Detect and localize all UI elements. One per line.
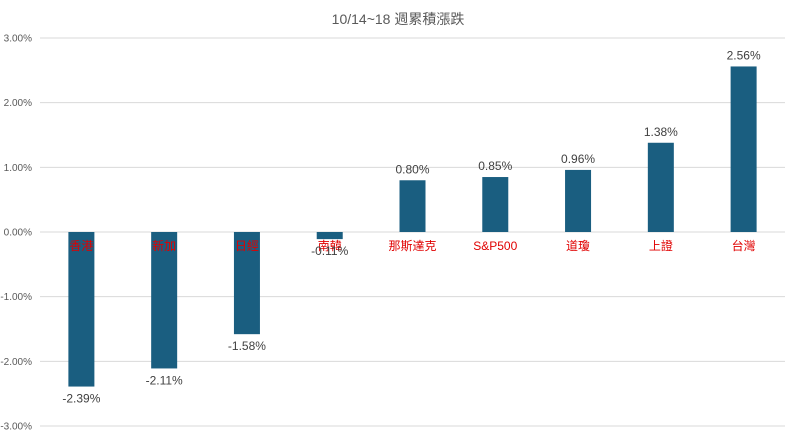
category-labels: 香港 新加 日經 南韓 那斯達克 S&P500 道瓊 上證 台灣 <box>69 238 755 253</box>
bar <box>316 232 343 240</box>
data-label: 0.96% <box>561 152 595 166</box>
y-tick-label: -3.00% <box>0 422 32 433</box>
y-axis-tick-labels: 3.00% 2.00% 1.00% 0.00% -1.00% -2.00% -3.00% <box>0 34 32 433</box>
bar <box>68 232 95 387</box>
data-label: -1.58% <box>228 339 266 353</box>
category-label: 新加 <box>152 238 176 253</box>
data-label: 1.38% <box>644 125 678 139</box>
category-label: 南韓 <box>318 238 342 253</box>
chart-title: 10/14~18 週累積漲跌 <box>332 11 465 27</box>
bar <box>399 180 426 232</box>
bar <box>151 232 178 369</box>
data-label: 0.80% <box>395 162 429 176</box>
bar <box>565 169 592 232</box>
bar <box>233 232 260 335</box>
data-label: 2.56% <box>727 48 761 62</box>
data-labels: -2.39% -2.11% -1.58% -0.11% 0.80% 0.85% 0.96% 1… <box>62 48 761 405</box>
bar <box>730 66 757 232</box>
data-label: -2.11% <box>146 373 183 387</box>
bars <box>68 66 757 387</box>
y-tick-label: 0.00% <box>4 228 32 239</box>
data-label: 0.85% <box>478 159 512 173</box>
category-label: 日經 <box>235 239 259 253</box>
y-tick-label: 1.00% <box>4 163 32 174</box>
y-tick-label: -2.00% <box>0 357 32 368</box>
category-label: 台灣 <box>732 238 756 253</box>
y-tick-label: 2.00% <box>4 98 32 109</box>
y-tick-label: -1.00% <box>0 292 32 303</box>
category-label: 上證 <box>649 238 673 253</box>
data-label: -0.11% <box>311 244 348 258</box>
data-label: -2.39% <box>62 392 100 406</box>
y-tick-label: 3.00% <box>4 34 32 45</box>
category-label: S&P500 <box>473 239 517 253</box>
bar <box>482 177 509 232</box>
category-label: 香港 <box>69 239 93 253</box>
bar <box>647 142 674 232</box>
category-label: 道瓊 <box>566 238 590 253</box>
category-label: 那斯達克 <box>388 239 436 253</box>
